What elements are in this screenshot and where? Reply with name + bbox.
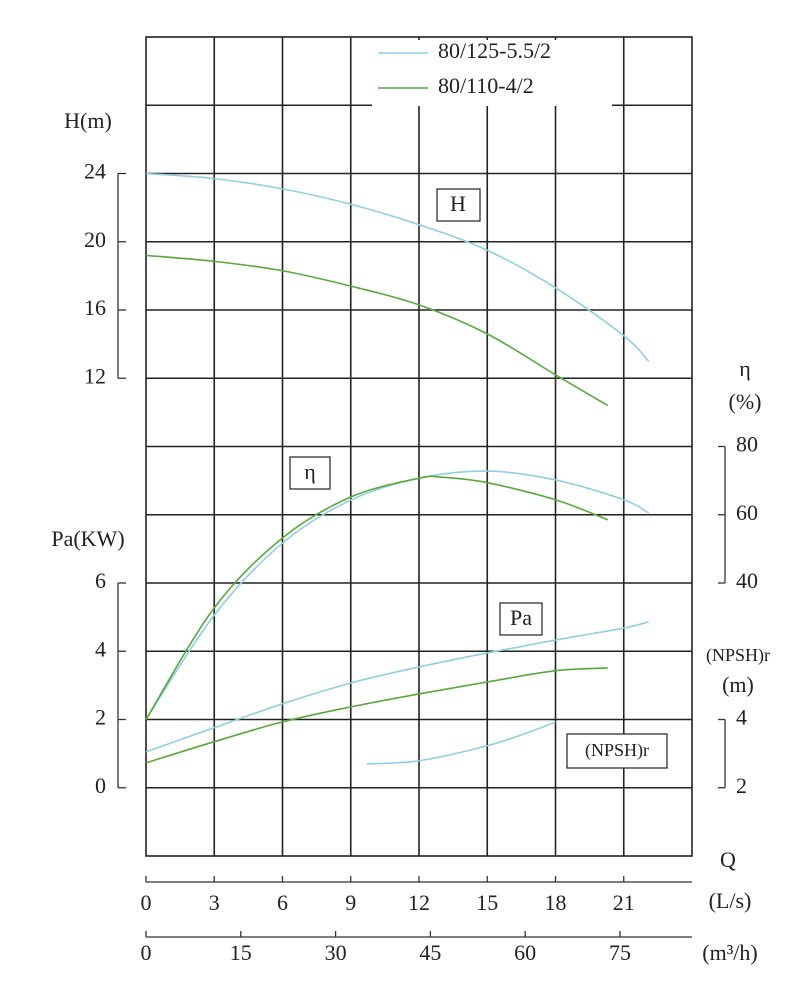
eta-axis-unit: (%) (729, 389, 762, 414)
annotation: η (289, 456, 331, 490)
annotation-text: (NPSH)r (585, 740, 649, 761)
x-tick-label: 21 (613, 890, 635, 915)
annotation: Pa (499, 602, 543, 636)
y-tick-label: 0 (95, 773, 106, 798)
annotation: H (436, 188, 481, 222)
y-tick-label: 4 (95, 636, 106, 661)
y-tick-label: 6 (95, 568, 106, 593)
curve (145, 667, 608, 764)
eta-axis-label: η (739, 356, 751, 381)
x-tick-label: 18 (545, 890, 567, 915)
npsh-axis-unit: (m) (722, 672, 754, 697)
y-tick-label: 2 (95, 705, 106, 730)
legend-label: 80/125-5.5/2 (438, 38, 551, 63)
x-tick-label: 75 (609, 940, 631, 965)
x-tick-label: 15 (476, 890, 498, 915)
x-tick-label: 3 (209, 890, 220, 915)
x-tick-label: 60 (514, 940, 536, 965)
annotation-text: η (304, 459, 316, 484)
annotation: (NPSH)r (566, 733, 668, 769)
curve (145, 475, 609, 720)
x-axis-label: (L/s) (709, 888, 752, 913)
x-label: Q (720, 847, 736, 872)
curve (366, 721, 556, 765)
y-tick-label: 80 (736, 432, 758, 457)
legend-bg (372, 40, 612, 106)
h-axis-label: H(m) (64, 108, 112, 133)
x-tick-label: 45 (419, 940, 441, 965)
curve (145, 621, 649, 753)
y-tick-label: 16 (84, 295, 106, 320)
y-tick-label: 24 (84, 159, 106, 184)
x-tick-label: 30 (325, 940, 347, 965)
y-tick-label: 2 (736, 773, 747, 798)
curve (145, 172, 650, 362)
curve (145, 470, 650, 720)
x-tick-label: 0 (141, 940, 152, 965)
y-tick-label: 12 (84, 363, 106, 388)
y-tick-label: 20 (84, 227, 106, 252)
y-tick-label: 60 (736, 500, 758, 525)
x2-axis-label: (m³/h) (702, 940, 757, 965)
x-tick-label: 0 (141, 890, 152, 915)
x-tick-label: 9 (345, 890, 356, 915)
annotation-text: Pa (510, 605, 532, 630)
x-tick-label: 15 (230, 940, 252, 965)
legend-label: 80/110-4/2 (438, 73, 534, 98)
x-tick-label: 6 (277, 890, 288, 915)
y-tick-label: 4 (736, 705, 747, 730)
pa-axis-label: Pa(KW) (51, 526, 124, 551)
annotation-text: H (450, 191, 466, 216)
curve (145, 254, 609, 407)
y-tick-label: 40 (736, 568, 758, 593)
x-tick-label: 12 (408, 890, 430, 915)
npsh-axis-label: (NPSH)r (706, 645, 770, 666)
